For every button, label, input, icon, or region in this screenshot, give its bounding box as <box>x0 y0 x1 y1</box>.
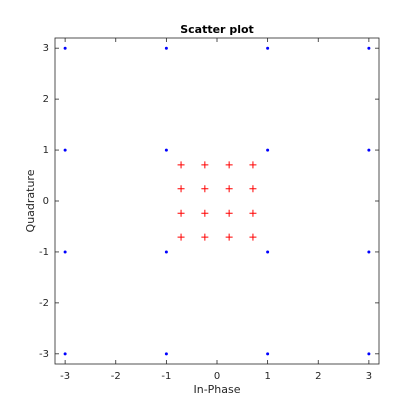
y-tick-label: -2 <box>39 298 49 309</box>
point <box>177 185 185 193</box>
x-axis-label: In-Phase <box>193 383 240 396</box>
point <box>63 352 67 356</box>
y-tick-label: 3 <box>43 43 49 54</box>
point <box>201 185 209 193</box>
point <box>63 250 67 254</box>
point <box>201 209 209 217</box>
y-tick-label: -3 <box>39 349 49 360</box>
chart-title: Scatter plot <box>180 23 254 36</box>
point <box>225 209 233 217</box>
point <box>63 148 67 152</box>
point <box>367 46 371 50</box>
point <box>164 352 168 356</box>
point <box>164 250 168 254</box>
x-tick-label: 3 <box>366 371 372 382</box>
point <box>177 233 185 241</box>
point <box>266 250 270 254</box>
point <box>249 161 257 169</box>
point <box>201 233 209 241</box>
point <box>266 148 270 152</box>
x-tick-label: 2 <box>315 371 321 382</box>
point <box>367 148 371 152</box>
y-tick-label: 0 <box>43 196 49 207</box>
point <box>225 161 233 169</box>
x-tick-label: 1 <box>264 371 270 382</box>
point <box>249 209 257 217</box>
point <box>177 161 185 169</box>
point <box>249 185 257 193</box>
point <box>225 233 233 241</box>
point <box>266 46 270 50</box>
point <box>266 352 270 356</box>
x-tick-label: 0 <box>214 371 220 382</box>
x-tick-label: -1 <box>161 371 171 382</box>
point <box>164 148 168 152</box>
y-tick-label: 2 <box>43 94 49 105</box>
point <box>249 233 257 241</box>
point <box>63 46 67 50</box>
x-tick-label: -2 <box>111 371 121 382</box>
point <box>367 352 371 356</box>
y-tick-label: -1 <box>39 247 49 258</box>
point <box>164 46 168 50</box>
point <box>177 209 185 217</box>
y-axis-label: Quadrature <box>24 169 37 232</box>
point <box>367 250 371 254</box>
point <box>201 161 209 169</box>
y-tick-label: 1 <box>43 145 49 156</box>
x-tick-label: -3 <box>60 371 70 382</box>
point <box>225 185 233 193</box>
